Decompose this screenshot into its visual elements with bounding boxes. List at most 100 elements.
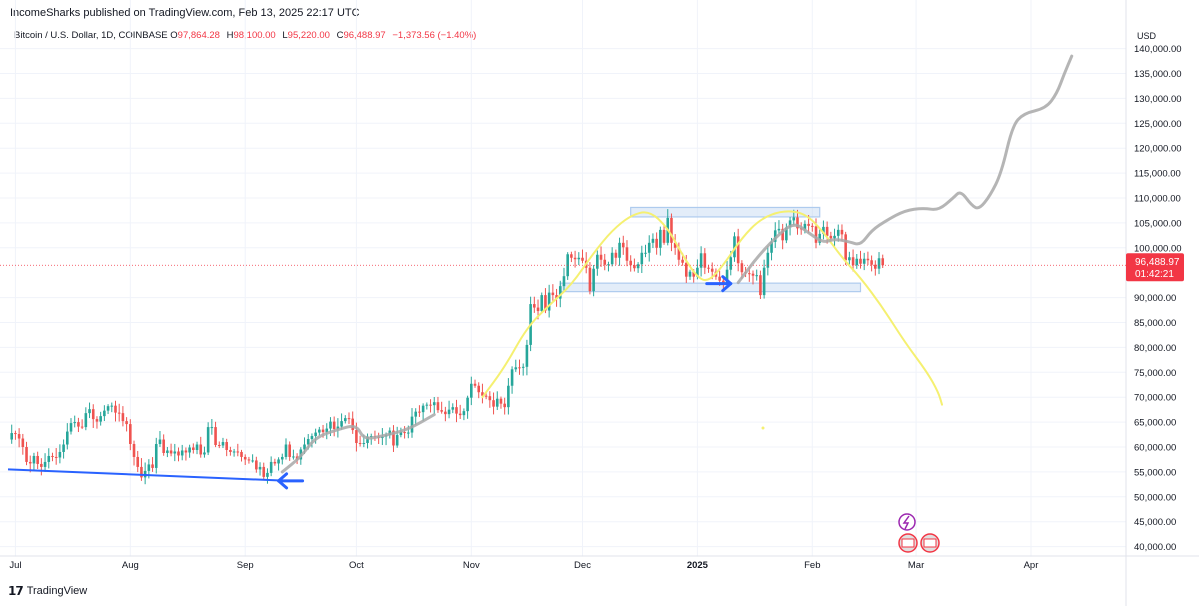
candle-body <box>251 460 254 462</box>
candle <box>673 234 677 255</box>
candle-body <box>366 436 369 444</box>
candle <box>633 258 636 272</box>
support-resistance-zone[interactable] <box>630 206 821 218</box>
candle-body <box>340 421 343 427</box>
candle <box>117 403 121 422</box>
candle-body <box>536 307 540 312</box>
candle-body <box>684 262 688 277</box>
candle <box>88 402 91 419</box>
candle-body <box>573 257 577 260</box>
tradingview-footer[interactable]: 𝟭𝟳 TradingView <box>8 584 87 598</box>
drawing-dot <box>761 426 765 430</box>
time-axis[interactable]: Jul Aug Sep Oct Nov Dec 2025 Feb Mar Apr <box>9 560 1038 571</box>
candle <box>436 396 440 413</box>
candle-body <box>210 427 214 429</box>
candle <box>507 378 510 415</box>
candle <box>462 408 466 421</box>
candle-body <box>240 451 243 457</box>
candle-body <box>521 366 525 368</box>
candle-body <box>848 257 851 261</box>
candle-body <box>692 271 695 277</box>
candle <box>592 264 595 297</box>
candle-body <box>62 444 65 452</box>
candle-body <box>247 459 251 461</box>
candle-body <box>84 413 88 428</box>
candle-body <box>103 410 106 417</box>
arrow-head <box>277 472 289 490</box>
candle-body <box>766 252 770 268</box>
arrow-right-icon[interactable] <box>705 275 733 293</box>
candle <box>510 366 514 394</box>
candle-body <box>696 267 699 277</box>
candle <box>143 462 147 485</box>
candle-body <box>444 411 447 415</box>
price-axis[interactable]: 140,000.00 135,000.00 130,000.00 125,000.00… <box>1134 44 1182 553</box>
candle <box>551 284 555 301</box>
candle <box>659 226 662 256</box>
crypto-event-icon[interactable] <box>898 513 916 531</box>
candle-body <box>640 252 644 265</box>
trend-line[interactable] <box>7 468 290 482</box>
candle-body <box>862 258 866 264</box>
y-tick-label: 80,000.00 <box>1134 343 1176 354</box>
candle-body <box>762 267 766 296</box>
candle <box>636 262 640 273</box>
candle <box>473 379 477 388</box>
candle <box>132 440 136 466</box>
candle <box>10 424 14 444</box>
projection-curve-yellow[interactable] <box>481 210 944 406</box>
tradingview-brand: TradingView <box>26 585 88 597</box>
symbol-name[interactable]: Bitcoin / U.S. Dollar, 1D, COINBASE <box>14 30 168 41</box>
candle <box>570 251 573 263</box>
candle-body <box>284 444 288 457</box>
event-icons[interactable] <box>898 513 940 553</box>
arrow-left-icon[interactable] <box>277 472 305 490</box>
candle <box>410 408 414 438</box>
candle-body <box>610 252 614 265</box>
candle <box>403 426 406 439</box>
candle <box>288 441 291 461</box>
candle <box>495 391 499 411</box>
projection-curve-gray[interactable] <box>736 54 1074 285</box>
candle-body <box>407 432 410 434</box>
currency-label[interactable]: USD <box>1137 31 1157 41</box>
candle <box>318 426 321 436</box>
y-tick-label: 110,000.00 <box>1134 194 1181 205</box>
candle-body <box>184 450 188 453</box>
candle-body <box>418 411 421 413</box>
candle-body <box>54 456 58 458</box>
candle-body <box>599 254 603 260</box>
projection-curve-gray[interactable] <box>280 413 436 474</box>
candle <box>262 462 266 480</box>
arrow-head <box>721 275 733 293</box>
candle <box>236 443 240 457</box>
candle <box>247 456 251 464</box>
candle <box>451 403 455 414</box>
candle-body <box>777 228 781 231</box>
candle <box>851 249 855 272</box>
candle <box>40 458 43 476</box>
candle <box>877 252 881 275</box>
candle-body <box>414 411 418 417</box>
candle-body <box>488 396 492 401</box>
candle <box>347 412 351 425</box>
y-tick-label: 65,000.00 <box>1134 418 1176 429</box>
candle <box>110 402 114 413</box>
candle-body <box>751 273 755 276</box>
candle-body <box>32 455 36 464</box>
candle <box>533 296 536 313</box>
candle <box>773 222 777 248</box>
candle <box>69 418 73 435</box>
candle-body <box>125 421 128 425</box>
candle-body <box>644 252 647 254</box>
candle <box>866 251 870 266</box>
candle-body <box>807 223 810 226</box>
candle <box>340 413 343 430</box>
candle <box>603 253 607 271</box>
candle-body <box>829 235 833 239</box>
y-tick-label: 140,000.00 <box>1134 44 1182 55</box>
candle-body <box>814 226 818 243</box>
candle-body <box>154 444 158 468</box>
